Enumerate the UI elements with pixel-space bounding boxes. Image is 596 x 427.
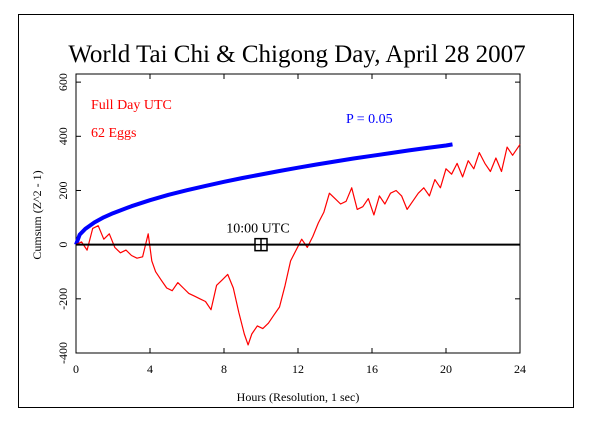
chart-frame: World Tai Chi & Chigong Day, April 28 20… xyxy=(18,14,574,408)
x-tick-label: 0 xyxy=(73,362,79,376)
eggs-label: 62 Eggs xyxy=(91,126,137,141)
plot-area xyxy=(75,73,521,354)
cumsum-line xyxy=(75,144,521,346)
y-axis-label: Cumsum (Z^2 - 1) xyxy=(30,170,44,259)
y-tick-label: -400 xyxy=(56,342,70,364)
x-tick-label: 8 xyxy=(221,362,227,376)
x-tick-label: 24 xyxy=(514,362,526,376)
significance-curve xyxy=(74,142,453,246)
y-tick-label: -200 xyxy=(56,288,70,310)
full-day-label: Full Day UTC xyxy=(91,98,172,113)
y-tick-label: 0 xyxy=(56,242,70,248)
y-tick-label: 400 xyxy=(56,127,70,145)
event-label: 10:00 UTC xyxy=(226,222,289,237)
axis-ticks: 0 4 8 12 16 20 24 -400 -200 0 200 400 600 xyxy=(56,73,526,376)
x-tick-label: 4 xyxy=(147,362,153,376)
x-axis-label: Hours (Resolution, 1 sec) xyxy=(237,390,360,404)
y-tick-label: 200 xyxy=(56,181,70,199)
x-tick-label: 20 xyxy=(440,362,452,376)
event-marker xyxy=(254,237,268,252)
p-value-label: P = 0.05 xyxy=(346,112,393,127)
x-tick-label: 16 xyxy=(366,362,378,376)
x-tick-label: 12 xyxy=(292,362,304,376)
chart-title: World Tai Chi & Chigong Day, April 28 20… xyxy=(68,41,525,68)
chart-svg: World Tai Chi & Chigong Day, April 28 20… xyxy=(30,41,526,404)
y-tick-label: 600 xyxy=(56,73,70,91)
